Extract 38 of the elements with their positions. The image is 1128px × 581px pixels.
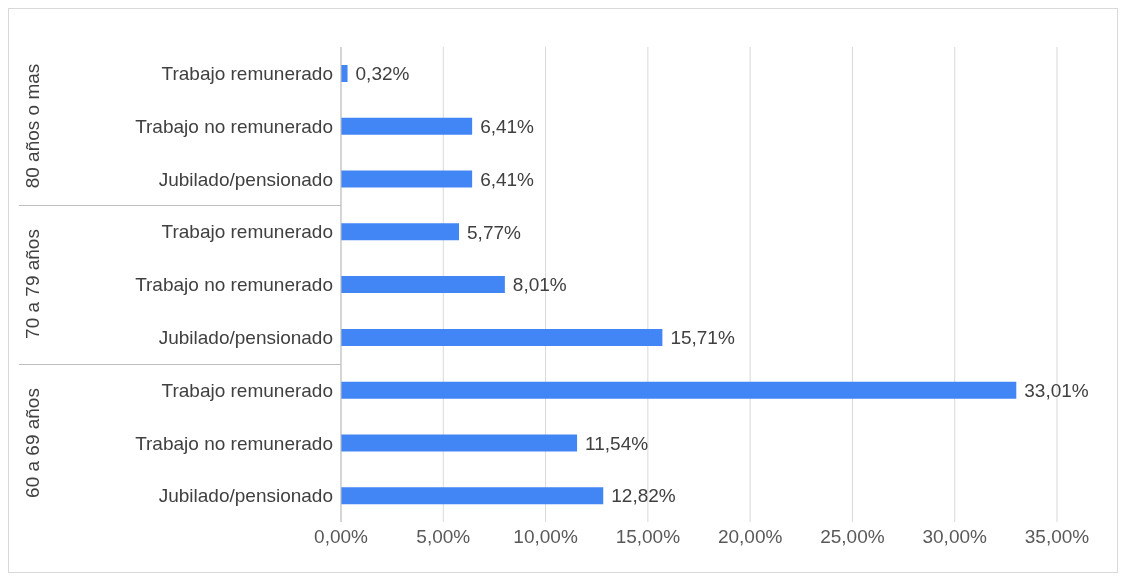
y-tick-label: Trabajo no remunerado	[135, 274, 333, 296]
text: 70 a 79 años	[22, 229, 44, 340]
bar	[341, 434, 578, 452]
y-tick-label: Trabajo no remunerado	[135, 115, 333, 137]
bar	[341, 223, 460, 241]
data-label: 5,77%	[467, 221, 522, 243]
text: 80 años o mas	[22, 63, 44, 189]
y-tick-label: Jubilado/pensionado	[158, 168, 333, 190]
data-label: 6,41%	[480, 168, 535, 190]
data-label: 12,82%	[611, 485, 676, 507]
bar	[341, 65, 348, 82]
y-tick-label: Jubilado/pensionado	[158, 327, 333, 349]
data-label: 8,01%	[512, 274, 567, 296]
data-label: 33,01%	[1024, 379, 1089, 401]
y-tick-label: Trabajo remunerado	[161, 379, 333, 401]
x-tick-label: 25,00%	[820, 526, 885, 548]
y-tick-label: Jubilado/pensionado	[158, 485, 333, 507]
x-tick-label: 15,00%	[615, 526, 681, 548]
bar	[341, 487, 604, 505]
bar	[341, 170, 473, 188]
data-label: 6,41%	[480, 116, 535, 138]
x-tick-label: 30,00%	[922, 526, 988, 548]
bar	[341, 328, 663, 346]
data-label: 0,32%	[355, 63, 410, 85]
text: 60 a 69 años	[22, 387, 44, 498]
data-label: 15,71%	[670, 327, 735, 349]
bar	[341, 117, 473, 135]
x-tick-label: 10,00%	[513, 526, 578, 548]
bar	[341, 276, 505, 294]
x-tick-label: 20,00%	[717, 526, 783, 548]
y-tick-label: Trabajo remunerado	[161, 63, 333, 85]
bar	[341, 381, 1017, 399]
x-tick-label: 35,00%	[1024, 526, 1090, 548]
data-label: 11,54%	[585, 432, 649, 454]
x-tick-label: 5,00%	[416, 526, 471, 548]
y-tick-label: Trabajo no remunerado	[135, 432, 333, 454]
y-tick-label: Trabajo remunerado	[161, 221, 333, 243]
x-tick-label: 0,00%	[314, 526, 369, 548]
